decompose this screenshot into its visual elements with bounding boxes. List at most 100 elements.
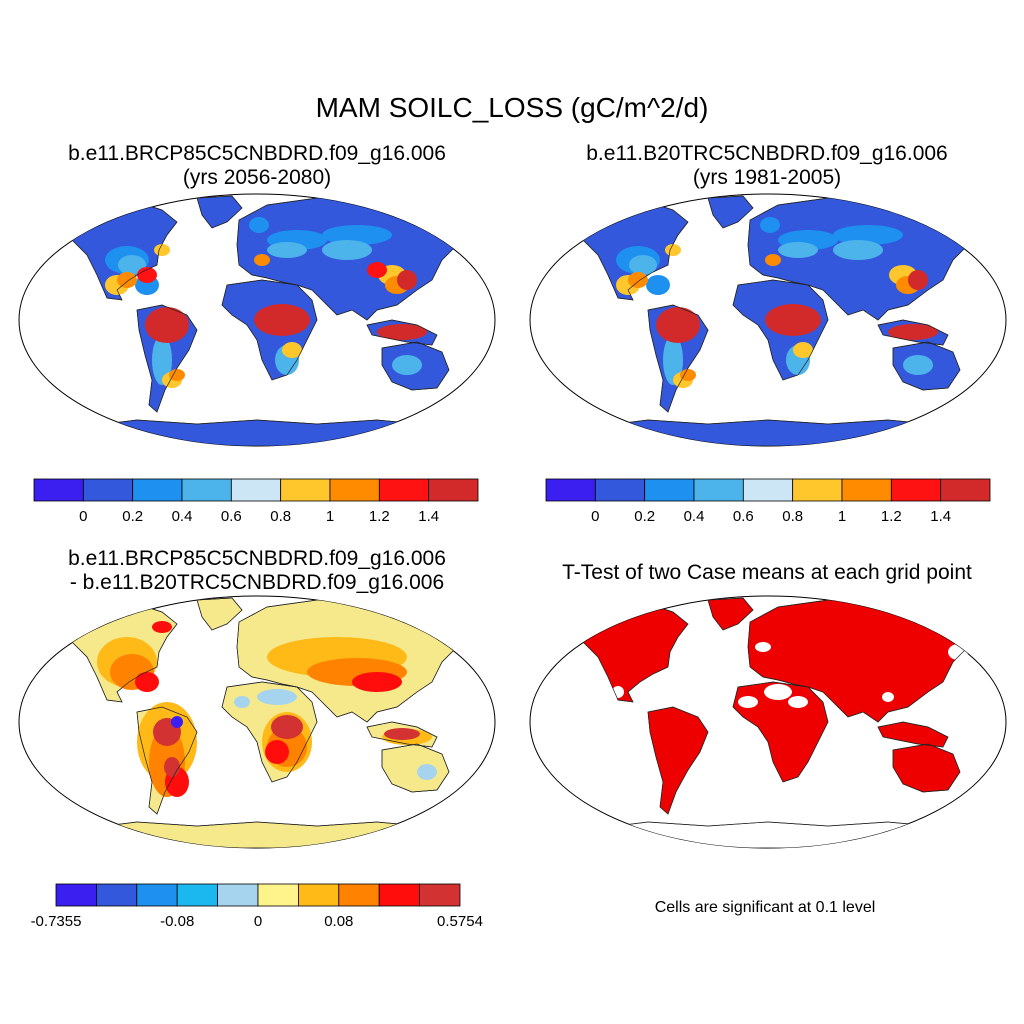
colorbar-swatch	[55, 883, 97, 907]
colorbar-tick-label: 0.6	[221, 508, 242, 525]
hot-region	[888, 324, 938, 340]
landmass-antarctica	[567, 419, 969, 446]
landmass-australia	[892, 743, 961, 793]
diff-region	[164, 757, 180, 777]
hot-region	[254, 304, 310, 336]
landmass-greenland	[707, 195, 754, 229]
panel-title-historical-line2: (yrs 1981-2005)	[692, 166, 842, 189]
landmass-africa	[732, 681, 829, 783]
diff-region	[135, 672, 159, 692]
light-region	[833, 240, 883, 260]
map-future	[18, 193, 496, 447]
not-significant-area	[755, 642, 771, 652]
warm-region	[765, 254, 781, 266]
landmass-africa	[732, 279, 829, 381]
panel-title-ttest-line1: T-Test of two Case means at each grid po…	[562, 561, 972, 584]
warm-region	[793, 342, 813, 358]
not-significant-area	[882, 692, 894, 702]
warm-region	[665, 244, 681, 256]
warm-region	[117, 272, 137, 288]
colorbar-tick-label: 0.2	[122, 508, 143, 525]
landmass-northAmerica	[577, 603, 689, 703]
warm-region	[282, 342, 302, 358]
colorbar-tick-label: -0.7355	[31, 913, 82, 930]
colorbar-tick-label: 0.8	[270, 508, 291, 525]
colorbar-swatch	[329, 478, 380, 502]
landmass-africa	[221, 681, 318, 783]
diff-negative	[234, 696, 250, 708]
colorbar-swatch	[33, 478, 84, 502]
landmass-southAmerica	[647, 304, 709, 413]
colorbar-swatch	[841, 478, 892, 502]
colorbar-swatch	[82, 478, 134, 502]
warm-region	[628, 272, 648, 288]
light-region	[903, 355, 933, 375]
hot-region	[377, 324, 427, 340]
panel-title-ttest: T-Test of two Case means at each grid po…	[520, 561, 1014, 585]
landmass-antarctica	[56, 821, 458, 848]
landmass-greenland	[707, 597, 754, 631]
not-significant-area	[948, 644, 968, 660]
panel-title-difference: b.e11.BRCP85C5CNBDRD.f09_g16.006 - b.e11…	[10, 547, 504, 595]
panel-title-difference-line2: - b.e11.B20TRC5CNBDRD.f09_g16.006	[69, 571, 445, 594]
colorbar-swatch	[940, 478, 991, 502]
landmass-seAsia	[877, 721, 949, 748]
light-region	[322, 225, 392, 245]
colorbar-tick-label: 0	[254, 913, 262, 930]
landmass-antarctica	[56, 419, 458, 446]
landmass-antarctica	[567, 821, 969, 848]
not-significant-area	[788, 696, 808, 708]
colorbar-swatch	[419, 883, 461, 907]
not-significant-area	[764, 684, 792, 700]
hot-region	[367, 262, 387, 278]
light-region	[118, 255, 146, 275]
panel-title-historical-line1: b.e11.B20TRC5CNBDRD.f09_g16.006	[586, 142, 948, 165]
significance-note: Cells are significant at 0.1 level	[654, 899, 876, 916]
light-region	[267, 242, 307, 258]
panel-title-future: b.e11.BRCP85C5CNBDRD.f09_g16.006 (yrs 20…	[10, 142, 504, 190]
landmass-antarctica	[567, 821, 969, 848]
landmass-australia	[381, 341, 450, 391]
colorbar-swatch	[890, 478, 942, 502]
colorbar-swatch	[742, 478, 794, 502]
landmass-antarctica	[567, 419, 969, 446]
hot-region	[765, 304, 821, 336]
landmass-southAmerica	[647, 706, 709, 815]
colorbar-swatch	[693, 478, 744, 502]
colorbar-swatch	[297, 883, 340, 907]
colorbar-tick-label: 0.08	[324, 913, 353, 930]
map-ttest	[529, 595, 1007, 849]
landmass-northAmerica	[66, 603, 178, 703]
colorbar-swatch	[136, 883, 178, 907]
diff-region	[384, 728, 420, 740]
light-region	[778, 242, 818, 258]
landmass-africa	[221, 279, 318, 381]
colorbar-swatch	[378, 478, 430, 502]
colorbar-tick-label: 0.4	[172, 508, 193, 525]
not-significant-area	[612, 686, 624, 698]
hot-region	[908, 270, 928, 290]
landmass-seAsia	[366, 319, 438, 346]
landmass-southAmerica	[136, 706, 198, 815]
panel-title-difference-line1: b.e11.BRCP85C5CNBDRD.f09_g16.006	[68, 547, 446, 570]
colorbar-swatch	[280, 478, 331, 502]
panel-title-historical: b.e11.B20TRC5CNBDRD.f09_g16.006 (yrs 198…	[520, 142, 1014, 190]
panel-title-future-line1: b.e11.BRCP85C5CNBDRD.f09_g16.006	[68, 142, 446, 165]
colorbar-swatch	[378, 883, 421, 907]
colorbar-tick-label: 0.4	[684, 508, 705, 525]
hot-region	[656, 307, 700, 343]
colorbar-swatch	[96, 883, 138, 907]
hot-region	[137, 267, 157, 283]
light-region	[760, 217, 780, 233]
colorbar-tick-label: 0	[591, 508, 599, 525]
warm-region	[169, 369, 185, 381]
colorbar-swatch	[644, 478, 695, 502]
diff-negative	[417, 764, 437, 780]
colorbar-tick-label: 0.2	[634, 508, 655, 525]
colorbar-tick-label: 1.4	[418, 508, 439, 525]
landmass-australia	[381, 743, 450, 793]
landmass-greenland	[196, 195, 243, 229]
diff-region	[152, 621, 172, 633]
hot-region	[397, 270, 417, 290]
diff-negative	[171, 716, 183, 728]
